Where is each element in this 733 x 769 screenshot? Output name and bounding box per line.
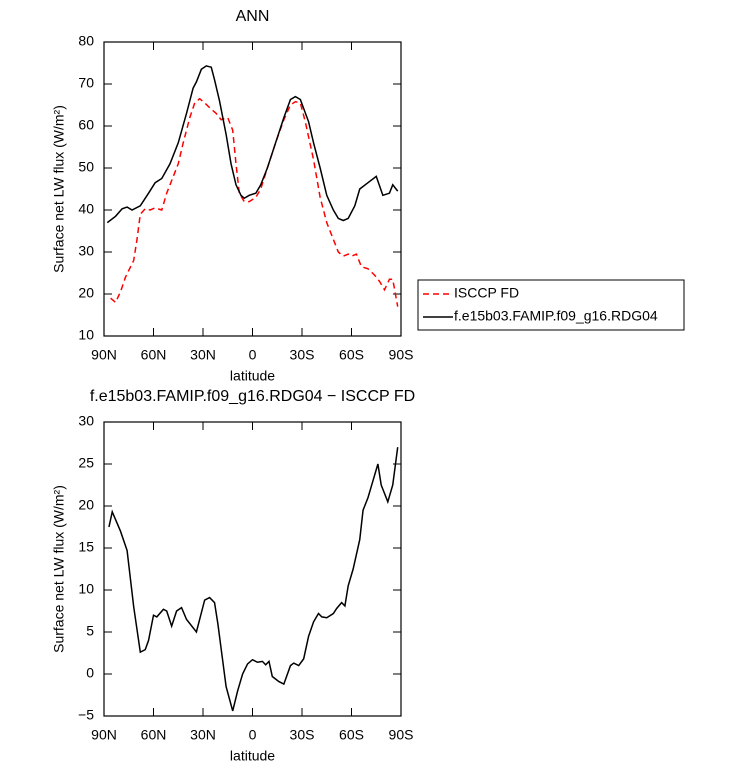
y-tick-label: 25 [78, 455, 94, 471]
x-tick-label: 60N [141, 727, 167, 743]
y-tick-label: −5 [78, 707, 94, 723]
y-tick-label: 30 [78, 243, 94, 259]
x-tick-label: 0 [249, 347, 257, 363]
x-tick-label: 90N [91, 347, 117, 363]
y-tick-label: 0 [86, 665, 94, 681]
y-tick-label: 20 [78, 285, 94, 301]
y-axis-label: Surface net LW flux (W/m²) [51, 105, 67, 273]
y-tick-label: 60 [78, 117, 94, 133]
x-axis-label: latitude [230, 368, 275, 384]
x-tick-label: 60S [339, 727, 364, 743]
x-tick-label: 30N [190, 347, 216, 363]
x-tick-label: 90S [389, 347, 414, 363]
line-series [108, 447, 399, 712]
x-tick-label: 30S [290, 727, 315, 743]
y-tick-label: 30 [78, 413, 94, 429]
y-tick-label: 15 [78, 539, 94, 555]
line-series [110, 97, 399, 307]
x-tick-label: 0 [249, 727, 257, 743]
y-tick-label: 50 [78, 159, 94, 175]
legend: ISCCP FD f.e15b03.FAMIP.f09_g16.RDG04 [417, 279, 685, 331]
legend-label: f.e15b03.FAMIP.f09_g16.RDG04 [454, 308, 658, 324]
y-tick-label: 40 [78, 201, 94, 217]
y-tick-label: 10 [78, 581, 94, 597]
chart-title: ANN [236, 8, 270, 25]
line-series [106, 65, 399, 224]
y-tick-label: 20 [78, 497, 94, 513]
y-tick-label: 10 [78, 327, 94, 343]
x-axis-label: latitude [230, 748, 275, 764]
x-tick-label: 60S [339, 347, 364, 363]
plot-frame [103, 421, 402, 717]
x-tick-label: 90N [91, 727, 117, 743]
y-tick-label: 80 [78, 33, 94, 49]
chart-title: f.e15b03.FAMIP.f09_g16.RDG04 − ISCCP FD [90, 388, 415, 405]
plot-frame [103, 41, 402, 337]
x-tick-label: 30N [190, 727, 216, 743]
x-tick-label: 60N [141, 347, 167, 363]
y-tick-label: 70 [78, 75, 94, 91]
x-tick-label: 30S [290, 347, 315, 363]
y-tick-label: 5 [86, 623, 94, 639]
legend-label: ISCCP FD [454, 285, 519, 301]
y-axis-label: Surface net LW flux (W/m²) [51, 485, 67, 653]
legend-box [417, 279, 685, 331]
x-tick-label: 90S [389, 727, 414, 743]
